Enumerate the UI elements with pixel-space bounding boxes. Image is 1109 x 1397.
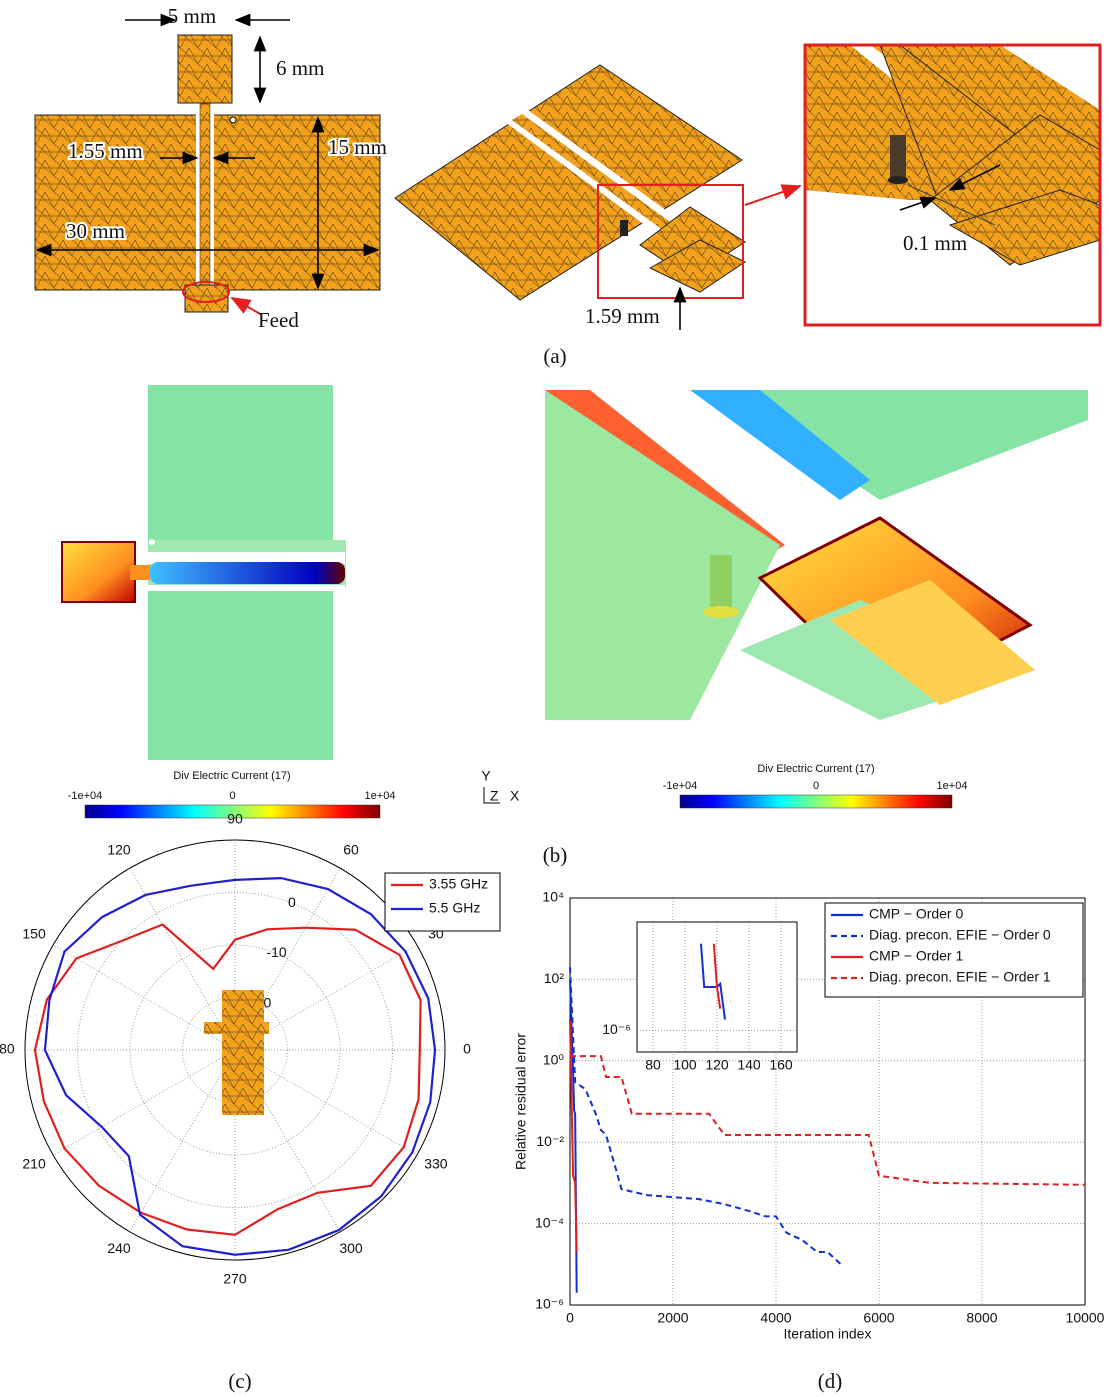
x-tick-label: 140 bbox=[737, 1057, 761, 1073]
y-tick-label: 10² bbox=[544, 970, 565, 986]
colorbar-tick-label: 1e+04 bbox=[365, 790, 396, 802]
panel-label: (b) bbox=[543, 843, 568, 867]
r-tick-label: 0 bbox=[288, 894, 296, 910]
y-tick-label: 10⁻⁴ bbox=[535, 1214, 564, 1230]
theta-tick-label: 120 bbox=[107, 842, 131, 858]
y-tick-label: 10⁰ bbox=[543, 1052, 565, 1068]
triad-label: Z bbox=[490, 788, 499, 804]
colorbar-tick-label: 0 bbox=[813, 780, 819, 792]
theta-tick-label: 330 bbox=[424, 1156, 448, 1172]
colorbar-tick-label: -1e+04 bbox=[68, 790, 103, 802]
x-tick-label: 4000 bbox=[760, 1310, 791, 1326]
grid-spoke bbox=[53, 1050, 235, 1155]
x-tick-label: 120 bbox=[705, 1057, 729, 1073]
x-tick-label: 80 bbox=[645, 1057, 661, 1073]
theta-tick-label: 240 bbox=[107, 1240, 131, 1256]
theta-tick-label: 60 bbox=[343, 842, 359, 858]
current-top-view bbox=[62, 385, 346, 760]
theta-tick-label: 270 bbox=[223, 1271, 247, 1287]
theta-tick-label: 180 bbox=[0, 1041, 15, 1057]
theta-tick-label: 0 bbox=[463, 1041, 471, 1057]
dimension-label: 5 mm bbox=[168, 4, 216, 28]
dimension-label: 30 mm bbox=[66, 219, 125, 243]
legend-label: Diag. precon. EFIE − Order 0 bbox=[869, 927, 1051, 943]
y-tick-label: 10⁻⁶ bbox=[535, 1296, 564, 1312]
dimension-label: 6 mm bbox=[276, 56, 324, 80]
feed-label: Feed bbox=[258, 308, 299, 332]
x-axis-label: Iteration index bbox=[784, 1326, 872, 1342]
dimension-label: 0.1 mm bbox=[903, 231, 967, 255]
triad-label: Y bbox=[481, 768, 491, 784]
antenna-icon bbox=[204, 990, 269, 1115]
current-3d-view bbox=[545, 390, 1088, 720]
colorbar-title: Div Electric Current (17) bbox=[173, 770, 290, 782]
dimension-label: 15 mm bbox=[328, 135, 387, 159]
x-tick-label: 2000 bbox=[657, 1310, 688, 1326]
triad-label: X bbox=[510, 788, 520, 804]
panel-label: (d) bbox=[818, 1369, 843, 1393]
colorbar-tick-label: 1e+04 bbox=[937, 780, 968, 792]
antenna-3d-view bbox=[395, 65, 800, 330]
x-tick-label: 6000 bbox=[863, 1310, 894, 1326]
legend-label: CMP − Order 0 bbox=[869, 906, 963, 922]
y-axis-label: Relative residual error bbox=[513, 1033, 529, 1170]
figure: 5 mm 6 mm 1.55 mm 15 mm 30 mm Feed 1.59 … bbox=[0, 0, 1109, 1397]
dimension-label: 1.59 mm bbox=[585, 304, 660, 328]
legend-label: CMP − Order 1 bbox=[869, 948, 963, 964]
x-tick-label: 0 bbox=[566, 1310, 574, 1326]
y-tick-label: 10⁻⁶ bbox=[602, 1021, 631, 1037]
antenna-top-view bbox=[35, 20, 380, 315]
series-line bbox=[570, 1056, 1085, 1185]
panel-label: (a) bbox=[543, 344, 566, 368]
legend-label: Diag. precon. EFIE − Order 1 bbox=[869, 969, 1051, 985]
y-tick-label: 10⁴ bbox=[542, 889, 564, 905]
panel-label: (c) bbox=[228, 1369, 251, 1393]
colorbar-title: Div Electric Current (17) bbox=[757, 763, 874, 775]
theta-tick-label: 210 bbox=[22, 1156, 46, 1172]
r-tick-label: -10 bbox=[266, 944, 286, 960]
theta-tick-label: 90 bbox=[227, 811, 243, 827]
theta-tick-label: 300 bbox=[339, 1240, 363, 1256]
y-tick-label: 10⁻² bbox=[536, 1133, 564, 1149]
dimension-label: 1.55 mm bbox=[68, 139, 143, 163]
x-tick-label: 8000 bbox=[966, 1310, 997, 1326]
theta-tick-label: 150 bbox=[22, 926, 46, 942]
colorbar bbox=[680, 795, 952, 808]
x-tick-label: 160 bbox=[769, 1057, 793, 1073]
legend-label: 5.5 GHz bbox=[429, 900, 480, 916]
x-tick-label: 10000 bbox=[1066, 1310, 1105, 1326]
colorbar-tick-label: -1e+04 bbox=[663, 780, 698, 792]
colorbar-tick-label: 0 bbox=[229, 790, 235, 802]
x-tick-label: 100 bbox=[673, 1057, 697, 1073]
legend-label: 3.55 GHz bbox=[429, 876, 488, 892]
